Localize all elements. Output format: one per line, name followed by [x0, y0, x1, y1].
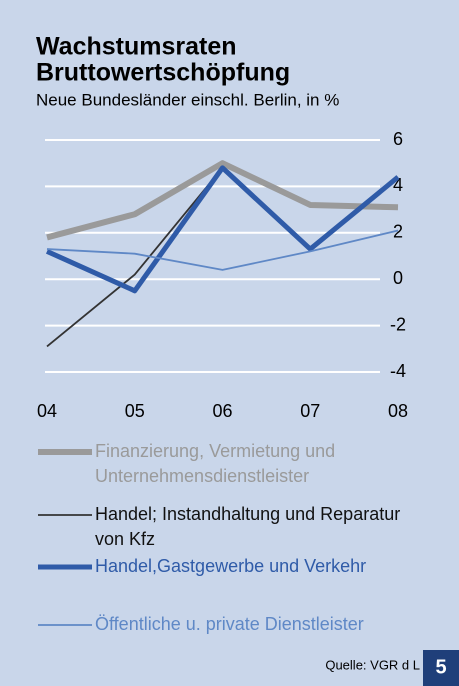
x-tick-label: 06	[212, 401, 232, 421]
x-tick-label: 07	[300, 401, 320, 421]
x-tick-label: 05	[125, 401, 145, 421]
legend-label: Handel,Gastgewerbe und Verkehr	[95, 556, 367, 576]
y-tick-label: -4	[390, 361, 406, 381]
page-badge	[423, 650, 459, 686]
y-tick-label: 2	[393, 222, 403, 242]
series-line	[46, 229, 399, 271]
chart-title: Wachstumsraten	[36, 33, 237, 61]
y-tick-label: 0	[393, 268, 403, 288]
y-tick-label: 6	[393, 129, 403, 149]
y-tick-label: -2	[390, 314, 406, 334]
source: Quelle: VGR d L	[325, 657, 420, 672]
y-tick-label: 4	[393, 175, 403, 195]
series-line	[46, 160, 399, 241]
page-number: 5	[435, 656, 446, 678]
chart-subtitle: Neue Bundesländer einschl. Berlin, in %	[36, 90, 339, 109]
legend-label: Öffentliche u. private Dienstleister	[95, 614, 364, 634]
chart-title: Bruttowertschöpfung	[36, 59, 290, 87]
legend-label: Finanzierung, Vermietung und Unternehmen…	[95, 441, 336, 486]
series-line	[45, 165, 400, 294]
legend-label: Handel; Instandhaltung und Reparatur von…	[95, 504, 401, 549]
x-tick-label: 04	[37, 401, 57, 421]
series-line	[46, 166, 399, 348]
x-tick-label: 08	[388, 401, 408, 421]
